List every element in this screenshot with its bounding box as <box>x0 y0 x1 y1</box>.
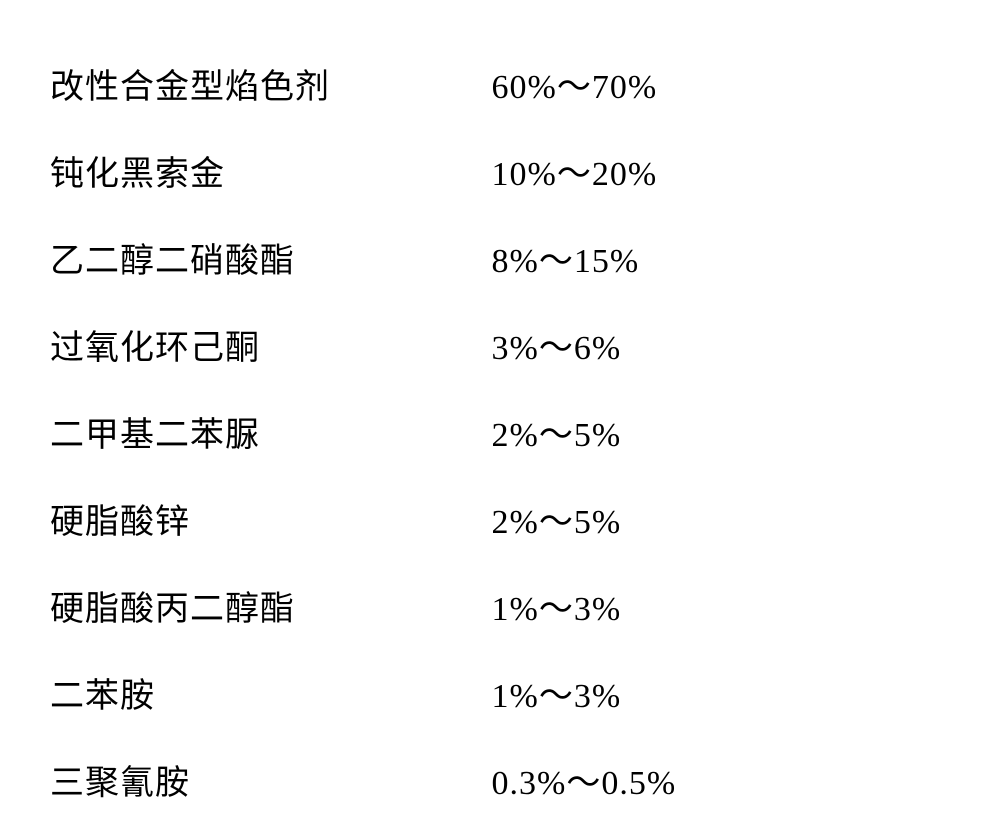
table-row: 三聚氰胺 0.3%～0.5% <box>50 736 933 823</box>
component-name: 硬脂酸丙二醇酯 <box>50 562 492 649</box>
component-value: 3%～6% <box>492 301 934 388</box>
component-value: 0.3%～0.5% <box>492 736 934 823</box>
component-name: 钝化黑索金 <box>50 127 492 214</box>
table-row: 二苯胺 1%～3% <box>50 649 933 736</box>
component-value: 2%～5% <box>492 475 934 562</box>
component-value: 60%～70% <box>492 40 934 127</box>
component-name: 三聚氰胺 <box>50 736 492 823</box>
component-value: 1%～3% <box>492 649 934 736</box>
table-row: 过氧化环己酮 3%～6% <box>50 301 933 388</box>
component-name: 二苯胺 <box>50 649 492 736</box>
table-row: 硬脂酸锌 2%～5% <box>50 475 933 562</box>
component-value: 8%～15% <box>492 214 934 301</box>
table-row: 改性合金型焰色剂 60%～70% <box>50 40 933 127</box>
component-name: 过氧化环己酮 <box>50 301 492 388</box>
component-value: 2%～5% <box>492 388 934 475</box>
component-name: 改性合金型焰色剂 <box>50 40 492 127</box>
component-name: 硬脂酸锌 <box>50 475 492 562</box>
component-value: 10%～20% <box>492 127 934 214</box>
table-row: 钝化黑索金 10%～20% <box>50 127 933 214</box>
component-value: 1%～3% <box>492 562 934 649</box>
table-row: 二甲基二苯脲 2%～5% <box>50 388 933 475</box>
composition-table: 改性合金型焰色剂 60%～70% 钝化黑索金 10%～20% 乙二醇二硝酸酯 8… <box>50 40 933 823</box>
table-row: 乙二醇二硝酸酯 8%～15% <box>50 214 933 301</box>
component-name: 二甲基二苯脲 <box>50 388 492 475</box>
component-name: 乙二醇二硝酸酯 <box>50 214 492 301</box>
table-row: 硬脂酸丙二醇酯 1%～3% <box>50 562 933 649</box>
